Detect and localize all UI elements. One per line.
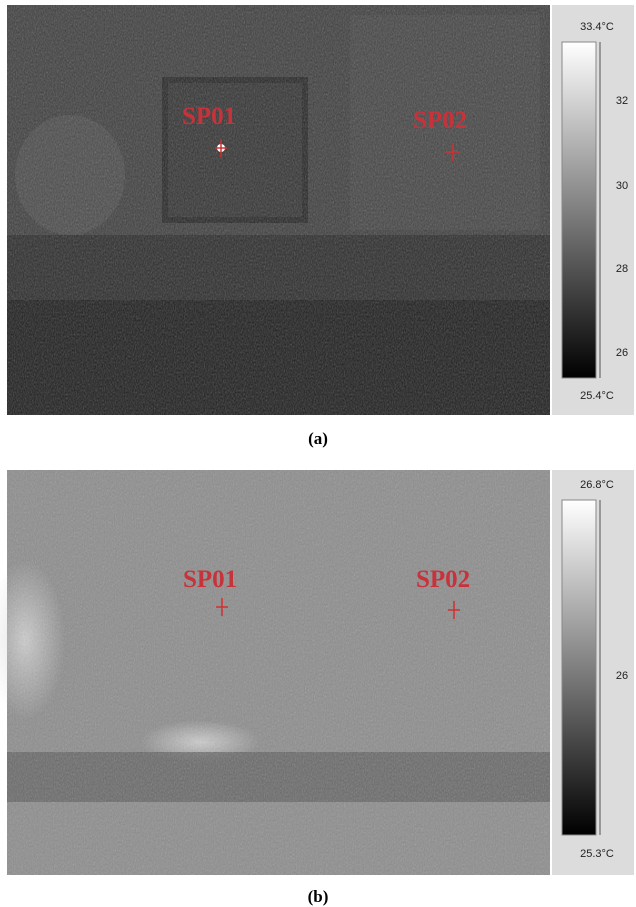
crosshair — [216, 598, 228, 616]
crosshair — [448, 601, 460, 619]
colorbar-min: 25.4°C — [580, 390, 614, 402]
spot-label: SP01 — [183, 566, 237, 593]
colorbar-tick: 30 — [616, 180, 628, 192]
caption: (a) — [308, 429, 328, 448]
image-noise — [7, 5, 550, 415]
spot-label: SP02 — [416, 566, 470, 593]
colorbar-max: 26.8°C — [580, 479, 614, 491]
crosshair — [215, 139, 227, 157]
caption: (b) — [308, 887, 329, 906]
spot-label: SP02 — [413, 107, 467, 134]
colorbar-tick: 28 — [616, 263, 628, 275]
colorbar — [561, 41, 597, 379]
colorbar-tick: 26 — [616, 670, 628, 682]
colorbar-min: 25.3°C — [580, 848, 614, 860]
image-noise — [7, 470, 550, 875]
panel-a: SP01 SP02 33.4°C 32 30 28 26 25.4°C (a) — [7, 5, 634, 448]
colorbar-max: 33.4°C — [580, 21, 614, 33]
colorbar — [561, 499, 597, 836]
spot-label: SP01 — [182, 103, 236, 130]
crosshair — [446, 143, 460, 161]
colorbar-tick: 26 — [616, 347, 628, 359]
panel-b: SP01 SP02 26.8°C 26 25.3°C (b) — [0, 470, 634, 906]
colorbar-tick: 32 — [616, 95, 628, 107]
